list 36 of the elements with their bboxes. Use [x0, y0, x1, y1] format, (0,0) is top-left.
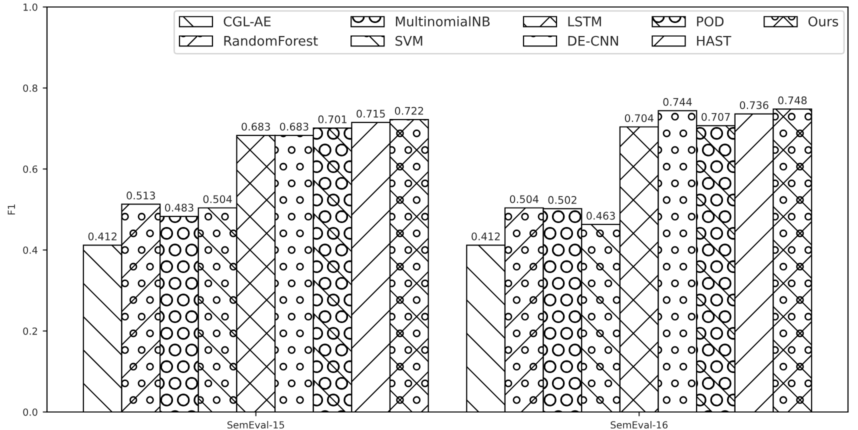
data-label: 0.701 [318, 115, 346, 124]
legend-label: MultinomialNB [396, 16, 490, 26]
y-tick-label: 1.0 [24, 3, 38, 11]
data-label: 0.683 [280, 122, 308, 131]
data-label: 0.483 [165, 204, 194, 212]
data-label: 0.412 [472, 232, 500, 240]
data-label: 0.748 [778, 96, 807, 104]
legend-label: SVM [396, 36, 422, 46]
legend-label: RandomForest [224, 36, 318, 46]
legend-label: DE-CNN [568, 36, 618, 46]
y-tick-label: 0.6 [23, 165, 38, 173]
data-label: 0.513 [126, 192, 155, 200]
data-label: 0.463 [586, 212, 615, 220]
legend-label: POD [697, 16, 724, 26]
data-label: 0.504 [510, 195, 538, 204]
y-tick-label: 0.4 [23, 246, 38, 254]
data-label: 0.412 [88, 232, 116, 240]
legend-label: CGL-AE [224, 16, 271, 26]
data-label: 0.683 [242, 122, 270, 131]
data-label: 0.707 [702, 112, 730, 121]
legend-label: Ours [808, 16, 838, 26]
legend-label: LSTM [568, 16, 601, 26]
y-axis-title: F1 [8, 204, 15, 214]
y-tick-label: 0.2 [23, 327, 37, 335]
y-tick-label: 0.8 [23, 84, 38, 92]
legend-label: HAST [697, 36, 732, 46]
data-label: 0.736 [740, 101, 768, 110]
data-label: 0.744 [663, 98, 692, 106]
x-tick-label: SemEval-16 [610, 421, 668, 429]
data-label: 0.722 [394, 106, 424, 115]
data-label: 0.502 [548, 196, 576, 204]
data-label: 0.504 [203, 195, 232, 204]
x-tick-label: SemEval-15 [227, 421, 284, 429]
data-label: 0.704 [624, 114, 654, 122]
data-label: 0.715 [356, 110, 385, 118]
y-tick-label: 0.0 [23, 408, 38, 416]
